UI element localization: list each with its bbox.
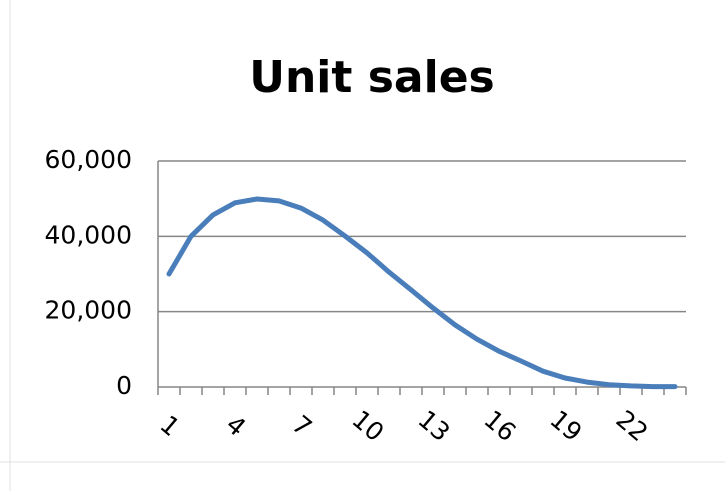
y-tick-label: 40,000 <box>45 220 132 249</box>
y-tick-label: 60,000 <box>45 145 132 174</box>
chart-title: Unit sales <box>249 52 494 103</box>
y-tick-label: 0 <box>116 371 132 400</box>
y-tick-label: 20,000 <box>45 296 132 325</box>
line-series <box>166 196 678 390</box>
